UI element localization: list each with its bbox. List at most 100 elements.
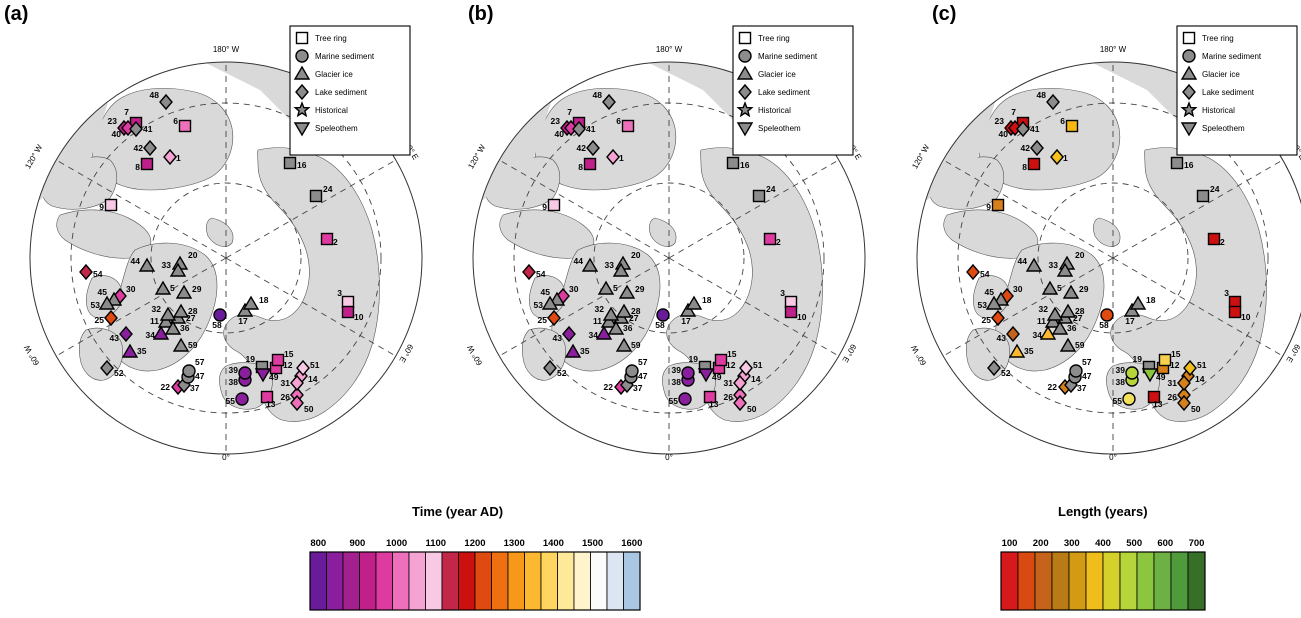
proxy-id-label: 34: [589, 330, 599, 340]
colorbar-swatch: [1102, 551, 1121, 611]
proxy-id-label: 3: [780, 288, 785, 298]
longitude-label: 60° E: [1284, 342, 1301, 364]
proxy-id-label: 48: [150, 90, 160, 100]
proxy-id-label: 54: [536, 269, 546, 279]
proxy-marker-diamond: [100, 359, 114, 377]
proxy-id-label: 16: [1184, 160, 1194, 170]
proxy-marker-square: [1228, 305, 1242, 319]
proxy-id-label: 6: [173, 116, 178, 126]
proxy-marker-square: [140, 157, 154, 171]
proxy-marker-diamond: [602, 93, 616, 111]
proxy-id-label: 11: [1037, 316, 1046, 326]
proxy-marker-triangle-up: [98, 295, 116, 310]
proxy-id-label: 54: [93, 269, 103, 279]
proxy-records: 1235678910111213141516171819202223242526…: [522, 90, 807, 414]
proxy-id-label: 28: [631, 306, 641, 316]
colorbar-swatch: [309, 551, 327, 611]
colorbar-tick-label: 1100: [425, 538, 446, 549]
proxy-id-label: 22: [604, 382, 614, 392]
colorbar-tick-label: 1600: [621, 538, 642, 549]
proxy-marker-diamond: [733, 394, 747, 412]
triangle-up-legend-icon: [293, 65, 311, 80]
colorbar-swatch: [1000, 551, 1019, 611]
proxy-id-label: 47: [195, 371, 205, 381]
star-legend-icon: [736, 101, 754, 118]
proxy-marker-triangle-up: [1044, 313, 1062, 328]
map-boundary: [472, 61, 866, 455]
proxy-marker-triangle-up: [175, 284, 193, 299]
proxy-marker-diamond: [129, 120, 143, 138]
colorbar-swatch: [359, 551, 377, 611]
proxy-id-label: 18: [702, 295, 712, 305]
proxy-id-label: 48: [1037, 90, 1047, 100]
proxy-id-label: 8: [135, 162, 140, 172]
proxy-id-label: 12: [726, 360, 736, 370]
proxy-id-label: 44: [131, 256, 141, 266]
proxy-id-label: 50: [747, 404, 757, 414]
proxy-id-label: 1: [1063, 153, 1068, 163]
proxy-id-label: 48: [593, 90, 603, 100]
proxy-marker-triangle-up: [157, 313, 175, 328]
proxy-id-label: 7: [567, 107, 572, 117]
proxy-id-label: 10: [1241, 312, 1251, 322]
proxy-id-label: 3: [337, 288, 342, 298]
symbol-legend-box: [289, 25, 411, 156]
proxy-marker-triangle-up: [164, 320, 182, 335]
proxy-id-label: 1: [619, 153, 624, 163]
symbol-legend-label: Speleothem: [758, 124, 801, 133]
proxy-id-label: 24: [766, 184, 776, 194]
proxy-marker-triangle-up: [1046, 306, 1064, 321]
colorbar-swatch: [606, 551, 624, 611]
proxy-id-label: 26: [724, 392, 734, 402]
proxy-marker-diamond: [1030, 139, 1044, 157]
proxy-id-label: 55: [226, 396, 236, 406]
symbol-legend-label: Tree ring: [1202, 34, 1234, 43]
proxy-id-label: 38: [672, 377, 682, 387]
triangle-down-legend-icon: [1180, 122, 1198, 137]
proxy-id-label: 27: [1073, 313, 1083, 323]
colorbar-swatch: [408, 551, 426, 611]
proxy-id-label: 14: [1195, 374, 1205, 384]
proxy-id-label: 29: [192, 284, 202, 294]
colorbar-swatch: [474, 551, 492, 611]
proxy-id-label: 13: [1153, 399, 1163, 409]
symbol-legend-label: Historical: [758, 106, 791, 115]
proxy-marker-triangle-up: [1008, 343, 1026, 358]
proxy-id-label: 58: [655, 320, 665, 330]
proxy-id-label: 20: [1075, 250, 1085, 260]
proxy-id-label: 39: [1116, 365, 1126, 375]
proxy-id-label: 45: [985, 287, 995, 297]
proxy-marker-triangle-up: [1056, 262, 1074, 277]
colorbar-swatch: [1017, 551, 1036, 611]
proxy-marker-square: [763, 232, 777, 246]
diamond-legend-icon: [1182, 83, 1196, 101]
proxy-marker-circle: [1122, 392, 1136, 406]
proxy-marker-circle: [1069, 364, 1083, 378]
longitude-label: 180° W: [1100, 45, 1127, 54]
proxy-id-label: 2: [1220, 237, 1225, 247]
proxy-id-label: 45: [98, 287, 108, 297]
colorbar-swatch: [1034, 551, 1053, 611]
landmass: [649, 217, 677, 247]
symbol-legend: Tree ring Marine sediment Glacier ice Lake …: [732, 25, 854, 156]
proxy-id-label: 49: [269, 372, 279, 382]
proxy-id-label: 28: [1075, 306, 1085, 316]
time-colorbar-title: Time (year AD): [412, 504, 504, 519]
colorbar-swatch: [1153, 551, 1172, 611]
proxy-id-label: 10: [797, 312, 807, 322]
proxy-id-label: 33: [162, 260, 172, 270]
proxy-id-label: 49: [1156, 372, 1166, 382]
proxy-marker-square: [104, 198, 118, 212]
proxy-id-label: 30: [569, 284, 579, 294]
colorbar-swatch: [507, 551, 525, 611]
colorbar-swatch: [1068, 551, 1087, 611]
proxy-id-label: 20: [188, 250, 198, 260]
proxy-id-label: 17: [681, 316, 691, 326]
proxy-id-label: 50: [304, 404, 314, 414]
proxy-marker-square: [341, 305, 355, 319]
proxy-id-label: 9: [542, 202, 547, 212]
proxy-id-label: 40: [112, 129, 122, 139]
proxy-marker-triangle-down: [254, 368, 272, 383]
